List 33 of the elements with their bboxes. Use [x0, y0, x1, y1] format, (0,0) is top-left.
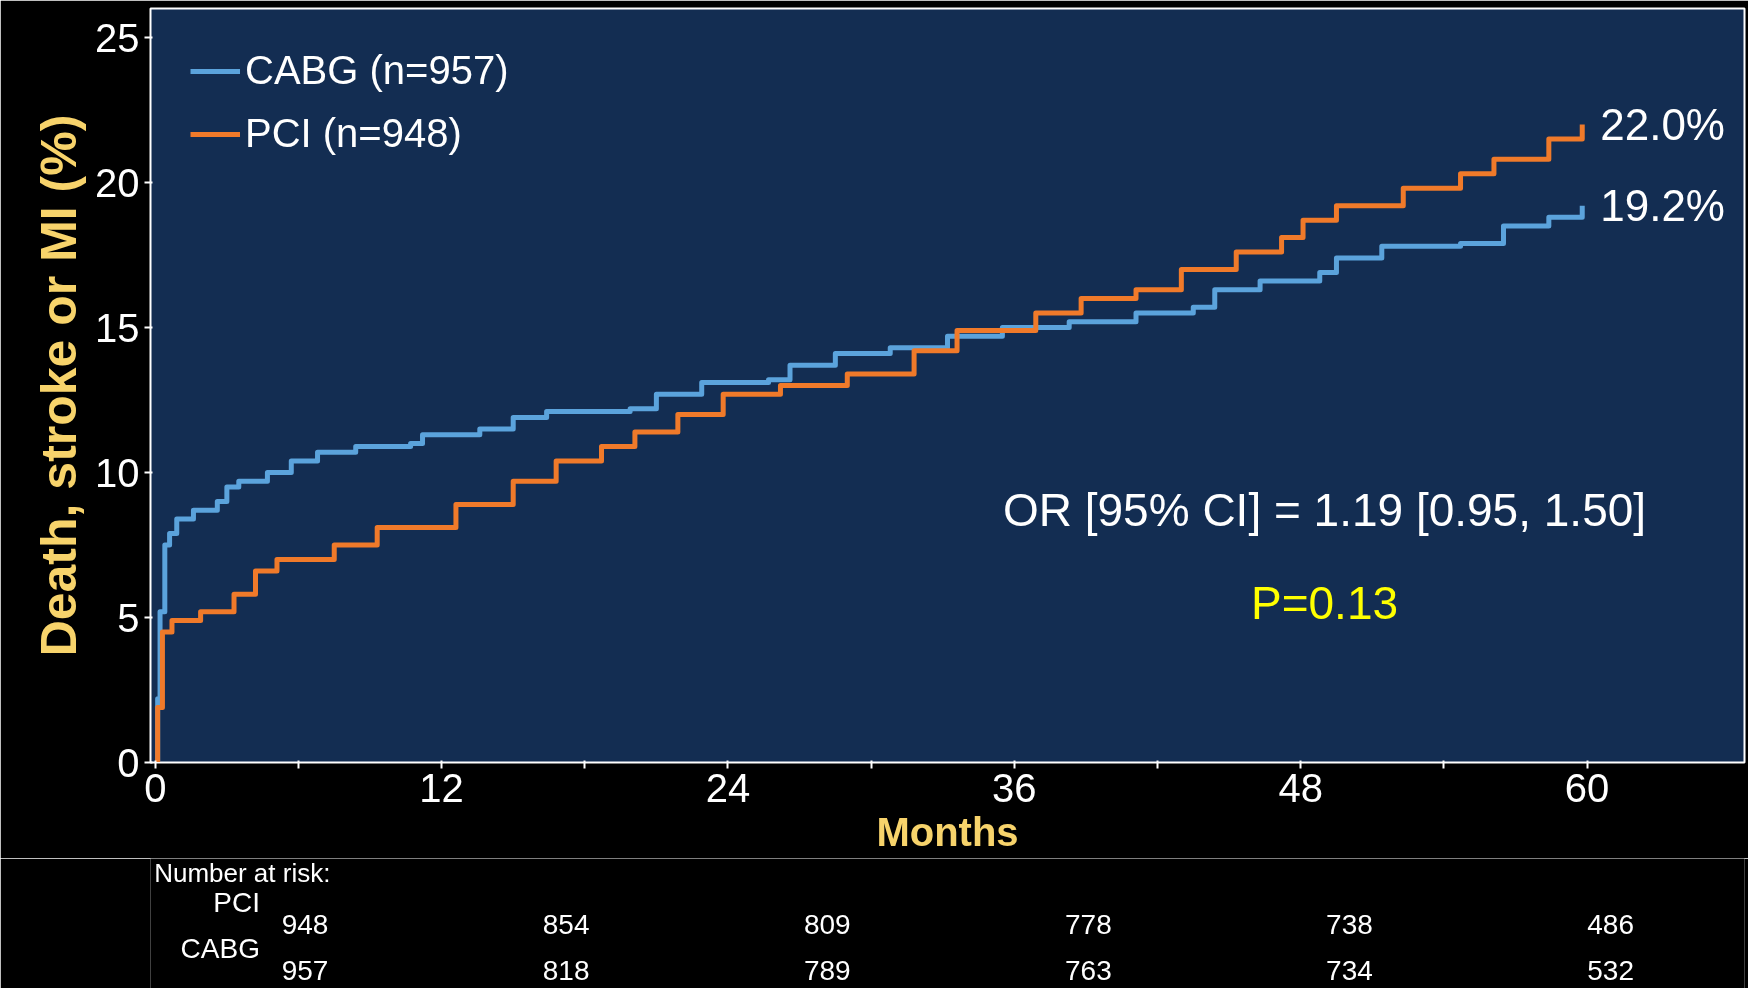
y-tick-label: 5: [117, 595, 140, 640]
text: 738: [1326, 909, 1373, 940]
y-tick-label: 25: [95, 15, 140, 60]
text: 778: [1065, 909, 1112, 940]
text: 532: [1587, 955, 1634, 986]
text: 809: [803, 909, 851, 940]
text: 734: [1326, 955, 1373, 986]
y-tick-label: 10: [95, 450, 140, 495]
annotation: P=0.13: [1250, 577, 1399, 630]
text: 818: [542, 955, 590, 986]
text: 948: [281, 909, 329, 940]
text: CABG: [180, 933, 260, 964]
text: PCI: [213, 887, 260, 918]
legend-label: CABG (n=957): [245, 48, 509, 93]
text: Number at risk:: [154, 857, 331, 888]
text: 763: [1065, 955, 1112, 986]
annotation: 19.2%: [1600, 181, 1725, 231]
annotation: OR [95% CI] = 1.19 [0.95, 1.50]: [1002, 484, 1647, 537]
y-tick-label: 20: [95, 160, 140, 205]
text: 486: [1587, 909, 1634, 940]
text: 957: [281, 955, 329, 986]
x-tick-label: 60: [1564, 765, 1610, 810]
annotation: 22.0%: [1600, 100, 1725, 149]
x-tick-label: 24: [705, 765, 751, 810]
legend-label: PCI (n=948): [245, 111, 462, 156]
y-tick-label: 15: [95, 305, 140, 350]
y-axis-title: Death, stroke or MI (%): [31, 114, 88, 657]
x-tick-label: 48: [1278, 765, 1323, 810]
x-axis-title: Months: [876, 809, 1019, 854]
x-tick-label: 36: [992, 765, 1037, 810]
text: 854: [542, 909, 590, 940]
x-tick-label: 12: [419, 765, 464, 810]
text: 789: [803, 955, 851, 986]
